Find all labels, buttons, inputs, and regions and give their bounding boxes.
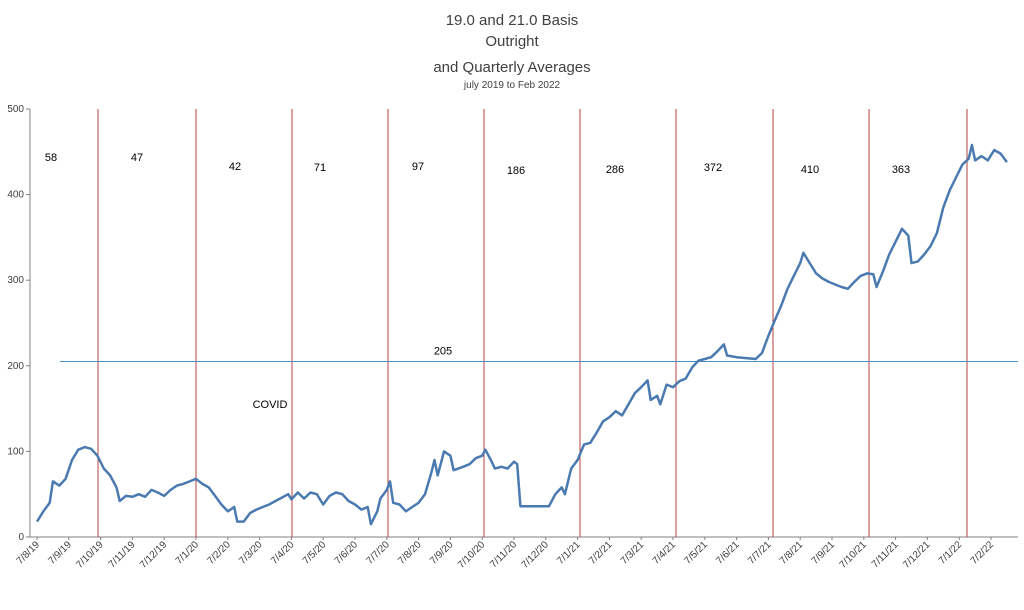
x-tick-label: 7/12/20	[520, 539, 552, 571]
y-tick-label: 400	[7, 190, 24, 201]
x-tick-label: 7/4/21	[651, 539, 679, 567]
average-label: 205	[434, 346, 452, 358]
x-tick-label: 7/2/20	[205, 539, 233, 567]
quarter-average-label: 58	[45, 152, 57, 164]
x-tick-label: 7/3/21	[619, 539, 647, 567]
x-tick-label: 7/6/21	[714, 539, 742, 567]
x-tick-label: 7/11/20	[488, 539, 519, 570]
x-tick-label: 7/1/20	[174, 539, 202, 567]
covid-annotation: COVID	[253, 399, 288, 411]
x-tick-label: 7/4/20	[269, 539, 297, 567]
x-tick-label: 7/5/20	[301, 539, 329, 567]
quarter-average-label: 410	[801, 164, 819, 176]
quarter-average-label: 47	[131, 152, 143, 164]
chart-subtitle: july 2019 to Feb 2022	[463, 80, 561, 91]
y-tick-label: 500	[7, 104, 24, 115]
quarter-average-label: 372	[704, 162, 722, 174]
quarter-average-label: 186	[507, 165, 525, 177]
x-tick-label: 7/8/21	[778, 539, 806, 567]
x-tick-label: 7/9/20	[428, 539, 456, 567]
x-tick-label: 7/9/21	[810, 539, 838, 567]
quarter-average-label: 42	[229, 161, 241, 173]
x-tick-label: 7/8/20	[396, 539, 424, 567]
quarter-average-label: 97	[412, 161, 424, 173]
x-tick-label: 7/7/21	[746, 539, 774, 567]
x-tick-label: 7/6/20	[333, 539, 361, 567]
y-tick-label: 300	[7, 275, 24, 286]
y-tick-label: 200	[7, 361, 24, 372]
y-tick-label: 100	[7, 446, 24, 457]
basis-series-line	[35, 143, 1008, 526]
x-tick-label: 7/11/19	[107, 539, 138, 570]
x-tick-label: 7/10/21	[838, 539, 870, 571]
chart-title: 19.0 and 21.0 Basis Outright and Quarter…	[433, 12, 590, 91]
x-tick-label: 7/5/21	[682, 539, 710, 567]
title-line-1: 19.0 and 21.0 Basis	[446, 12, 579, 29]
quarter-average-label: 286	[606, 164, 624, 176]
y-tick-label: 0	[18, 532, 24, 543]
x-tick-label: 7/9/19	[46, 539, 74, 567]
x-tick-label: 7/11/21	[870, 539, 901, 570]
x-tick-label: 7/10/19	[74, 539, 106, 571]
x-tick-label: 7/1/22	[937, 539, 965, 567]
x-tick-label: 7/10/20	[456, 539, 488, 571]
title-line-2: Outright	[485, 33, 539, 50]
x-tick-label: 7/7/20	[364, 539, 392, 567]
quarter-average-label: 71	[314, 162, 326, 174]
title-line-3: and Quarterly Averages	[433, 59, 590, 76]
x-tick-label: 7/8/19	[15, 539, 43, 567]
chart-plot-area: 0 100 200 300 400 500 205 COVID 58 47 42 71 97 186 286…	[7, 104, 1018, 571]
x-tick-label: 7/3/20	[237, 539, 265, 567]
x-tick-label: 7/1/21	[555, 539, 583, 567]
x-tick-label: 7/2/22	[969, 539, 997, 567]
quarter-average-label: 363	[892, 164, 910, 176]
x-tick-label: 7/12/21	[901, 539, 933, 571]
x-tick-label: 7/2/21	[587, 539, 615, 567]
x-tick-label: 7/12/19	[138, 539, 170, 571]
